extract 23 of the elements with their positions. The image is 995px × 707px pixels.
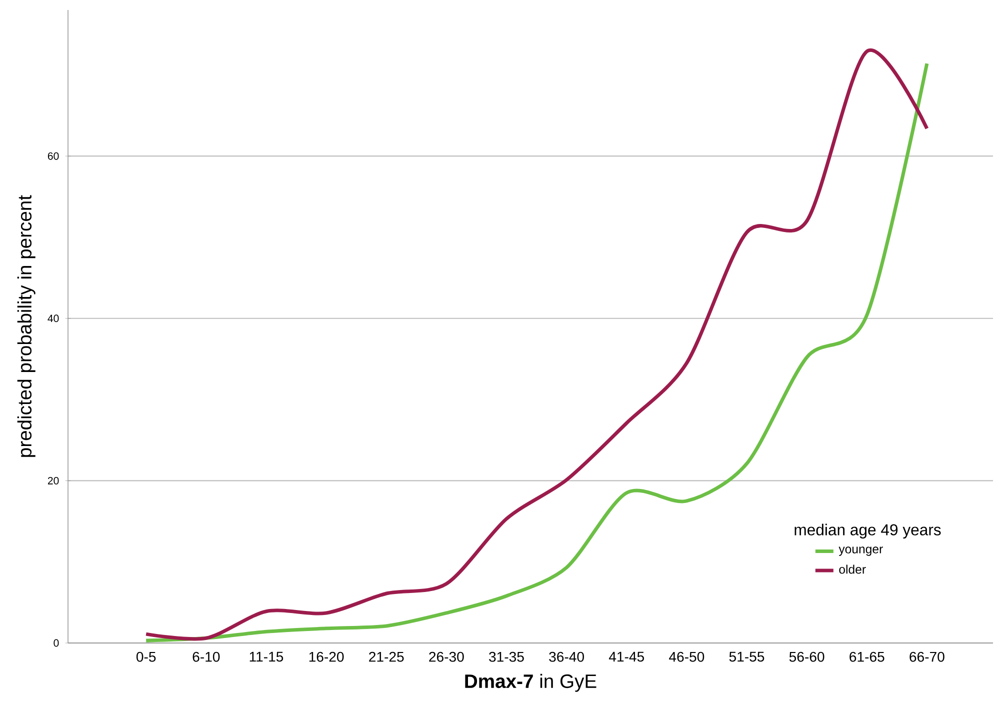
x-tick-label: 46-50 bbox=[669, 652, 704, 662]
y-tick-label: 0 bbox=[54, 639, 59, 647]
x-tick-label: 31-35 bbox=[489, 652, 524, 662]
x-tick-label: 26-30 bbox=[429, 652, 464, 662]
legend-title: median age 49 years bbox=[794, 524, 941, 539]
x-tick-label: 0-5 bbox=[136, 652, 156, 662]
y-tick-label: 40 bbox=[48, 314, 59, 322]
x-tick-label: 11-15 bbox=[250, 652, 284, 662]
y-tick-label: 60 bbox=[48, 152, 59, 160]
x-tick-label: 36-40 bbox=[549, 652, 584, 662]
y-tick-label: 20 bbox=[48, 476, 59, 484]
legend-label: older bbox=[839, 564, 866, 574]
x-tick-label: 16-20 bbox=[309, 652, 344, 662]
x-axis-title: Dmax-7 in GyE bbox=[465, 674, 596, 692]
x-tick-label: 56-60 bbox=[789, 652, 824, 662]
x-tick-label: 41-45 bbox=[608, 652, 644, 662]
legend-label: younger bbox=[838, 546, 883, 556]
y-axis-title: predicted probability in percent bbox=[17, 195, 36, 457]
x-tick-label: 6-10 bbox=[192, 652, 220, 662]
x-tick-label: 51-55 bbox=[729, 652, 764, 662]
x-tick-label: 21-25 bbox=[369, 652, 404, 662]
x-tick-label: 61-65 bbox=[850, 652, 884, 662]
x-tick-label: 66-70 bbox=[910, 652, 944, 662]
